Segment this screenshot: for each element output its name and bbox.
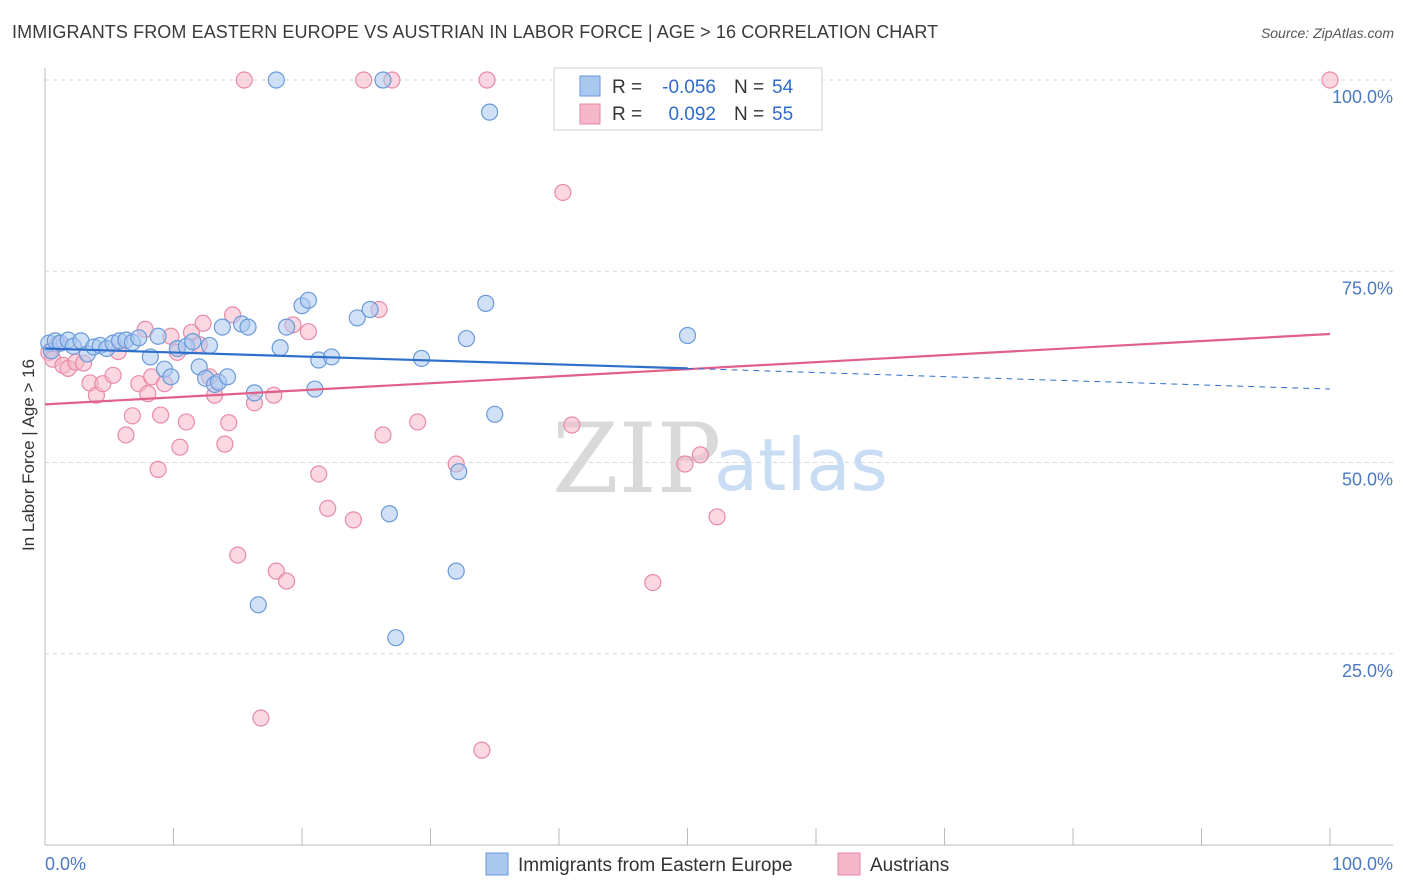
eastern-europe-point-48 xyxy=(447,562,465,580)
austrians-point-52 xyxy=(478,71,496,89)
austrians-point-38 xyxy=(267,562,285,580)
legend-n-value-2: 55 xyxy=(772,104,793,125)
austrians-point-59 xyxy=(1321,71,1339,89)
austrians-point-31 xyxy=(220,414,238,432)
eastern-europe-point-49 xyxy=(450,463,468,481)
watermark: ZIP atlas xyxy=(552,403,888,515)
legend-n-value-1: 54 xyxy=(772,77,794,98)
eastern-europe-point-46 xyxy=(387,629,405,647)
eastern-europe-point-22 xyxy=(184,333,202,351)
austrians-point-30 xyxy=(216,435,234,453)
austrians-point-58 xyxy=(708,508,726,526)
eastern-europe-point-45 xyxy=(380,505,398,523)
austrians-point-56 xyxy=(676,455,694,473)
y-tick-label-3: 100.0% xyxy=(1332,87,1393,107)
austrians-point-51 xyxy=(473,741,491,759)
austrians-point-19 xyxy=(152,406,170,424)
y-tick-label-1: 50.0% xyxy=(1342,470,1393,490)
x-tick-label-0: 0.0% xyxy=(45,854,86,874)
eastern-europe-point-52 xyxy=(481,103,499,121)
trend-line-eastern-europe-extension xyxy=(687,367,1331,390)
series-legend: Immigrants from Eastern Europe Austrians xyxy=(485,852,949,876)
eastern-europe-point-29 xyxy=(218,368,237,386)
y-tick-label-2: 75.0% xyxy=(1342,278,1393,298)
austrians-point-36 xyxy=(252,709,270,727)
austrians-point-53 xyxy=(554,183,572,202)
eastern-europe-point-44 xyxy=(374,71,392,89)
eastern-europe-point-15 xyxy=(130,329,148,347)
austrians-point-43 xyxy=(319,499,337,517)
austrians-point-24 xyxy=(177,413,195,431)
series-austrians-points xyxy=(40,71,1339,759)
chart-title: IMMIGRANTS FROM EASTERN EUROPE VS AUSTRI… xyxy=(12,22,939,42)
eastern-europe-point-36 xyxy=(277,318,296,336)
watermark-atlas: atlas xyxy=(714,423,888,507)
austrians-point-55 xyxy=(644,574,662,592)
austrians-point-49 xyxy=(409,413,427,431)
legend-r-label-2: R = xyxy=(612,104,642,125)
austrians-point-27 xyxy=(194,314,212,332)
legend-item-austrians-swatch xyxy=(837,852,861,876)
legend-n-label-2: N = xyxy=(734,104,764,125)
austrians-point-44 xyxy=(344,511,362,529)
legend-swatch-blue xyxy=(579,75,601,97)
trend-lines xyxy=(44,332,1331,406)
correlation-legend: R = -0.056 N = 54 R = 0.092 N = 55 xyxy=(553,67,823,131)
legend-r-value-2: 0.092 xyxy=(668,104,716,125)
austrians-point-13 xyxy=(123,407,141,425)
austrians-point-41 xyxy=(299,323,318,341)
eastern-europe-point-17 xyxy=(149,327,167,345)
austrians-point-23 xyxy=(171,438,189,456)
eastern-europe-point-28 xyxy=(213,318,231,336)
x-tick-labels: 0.0% 100.0% xyxy=(45,854,1393,874)
legend-r-label-1: R = xyxy=(612,77,642,98)
austrians-point-54 xyxy=(563,416,581,434)
austrians-point-33 xyxy=(229,546,247,564)
legend-n-label-1: N = xyxy=(734,77,764,98)
eastern-europe-point-42 xyxy=(348,309,366,327)
legend-item-eastern-europe-swatch xyxy=(485,852,509,876)
austrians-point-37 xyxy=(265,386,283,404)
austrians-point-39 xyxy=(277,572,296,590)
axes xyxy=(44,68,1393,846)
austrians-point-57 xyxy=(691,446,709,464)
austrians-point-45 xyxy=(355,71,373,89)
eastern-europe-point-53 xyxy=(486,405,504,423)
austrians-point-12 xyxy=(117,426,135,444)
eastern-europe-point-43 xyxy=(361,300,379,319)
series-eastern-europe-points xyxy=(40,71,697,647)
eastern-europe-point-50 xyxy=(457,329,476,348)
trend-line-austrians xyxy=(44,332,1331,406)
eastern-europe-point-47 xyxy=(412,349,431,368)
eastern-europe-point-34 xyxy=(267,71,285,89)
eastern-europe-point-25 xyxy=(200,336,219,355)
eastern-europe-point-33 xyxy=(249,596,267,614)
y-axis-label: In Labor Force | Age > 16 xyxy=(19,359,38,551)
trend-line-eastern-europe xyxy=(44,347,688,370)
austrians-point-42 xyxy=(310,465,328,483)
austrians-point-47 xyxy=(374,426,392,444)
eastern-europe-point-38 xyxy=(299,291,318,309)
legend-r-value-1: -0.056 xyxy=(662,77,716,98)
legend-item-austrians: Austrians xyxy=(870,855,949,876)
eastern-europe-point-19 xyxy=(162,368,180,386)
eastern-europe-point-54 xyxy=(678,326,697,345)
austrians-point-10 xyxy=(104,366,122,384)
legend-swatch-pink xyxy=(579,103,601,125)
source-credit: Source: ZipAtlas.com xyxy=(1260,25,1394,41)
austrians-point-34 xyxy=(235,71,253,89)
y-tick-label-0: 25.0% xyxy=(1342,661,1393,681)
y-tick-labels: 25.0% 50.0% 75.0% 100.0% xyxy=(1332,87,1393,681)
eastern-europe-point-31 xyxy=(239,318,257,336)
eastern-europe-point-35 xyxy=(271,339,289,357)
austrians-point-18 xyxy=(149,460,167,478)
legend-item-eastern-europe: Immigrants from Eastern Europe xyxy=(518,855,793,876)
eastern-europe-point-51 xyxy=(477,294,495,312)
x-tick-label-1: 100.0% xyxy=(1332,854,1393,874)
